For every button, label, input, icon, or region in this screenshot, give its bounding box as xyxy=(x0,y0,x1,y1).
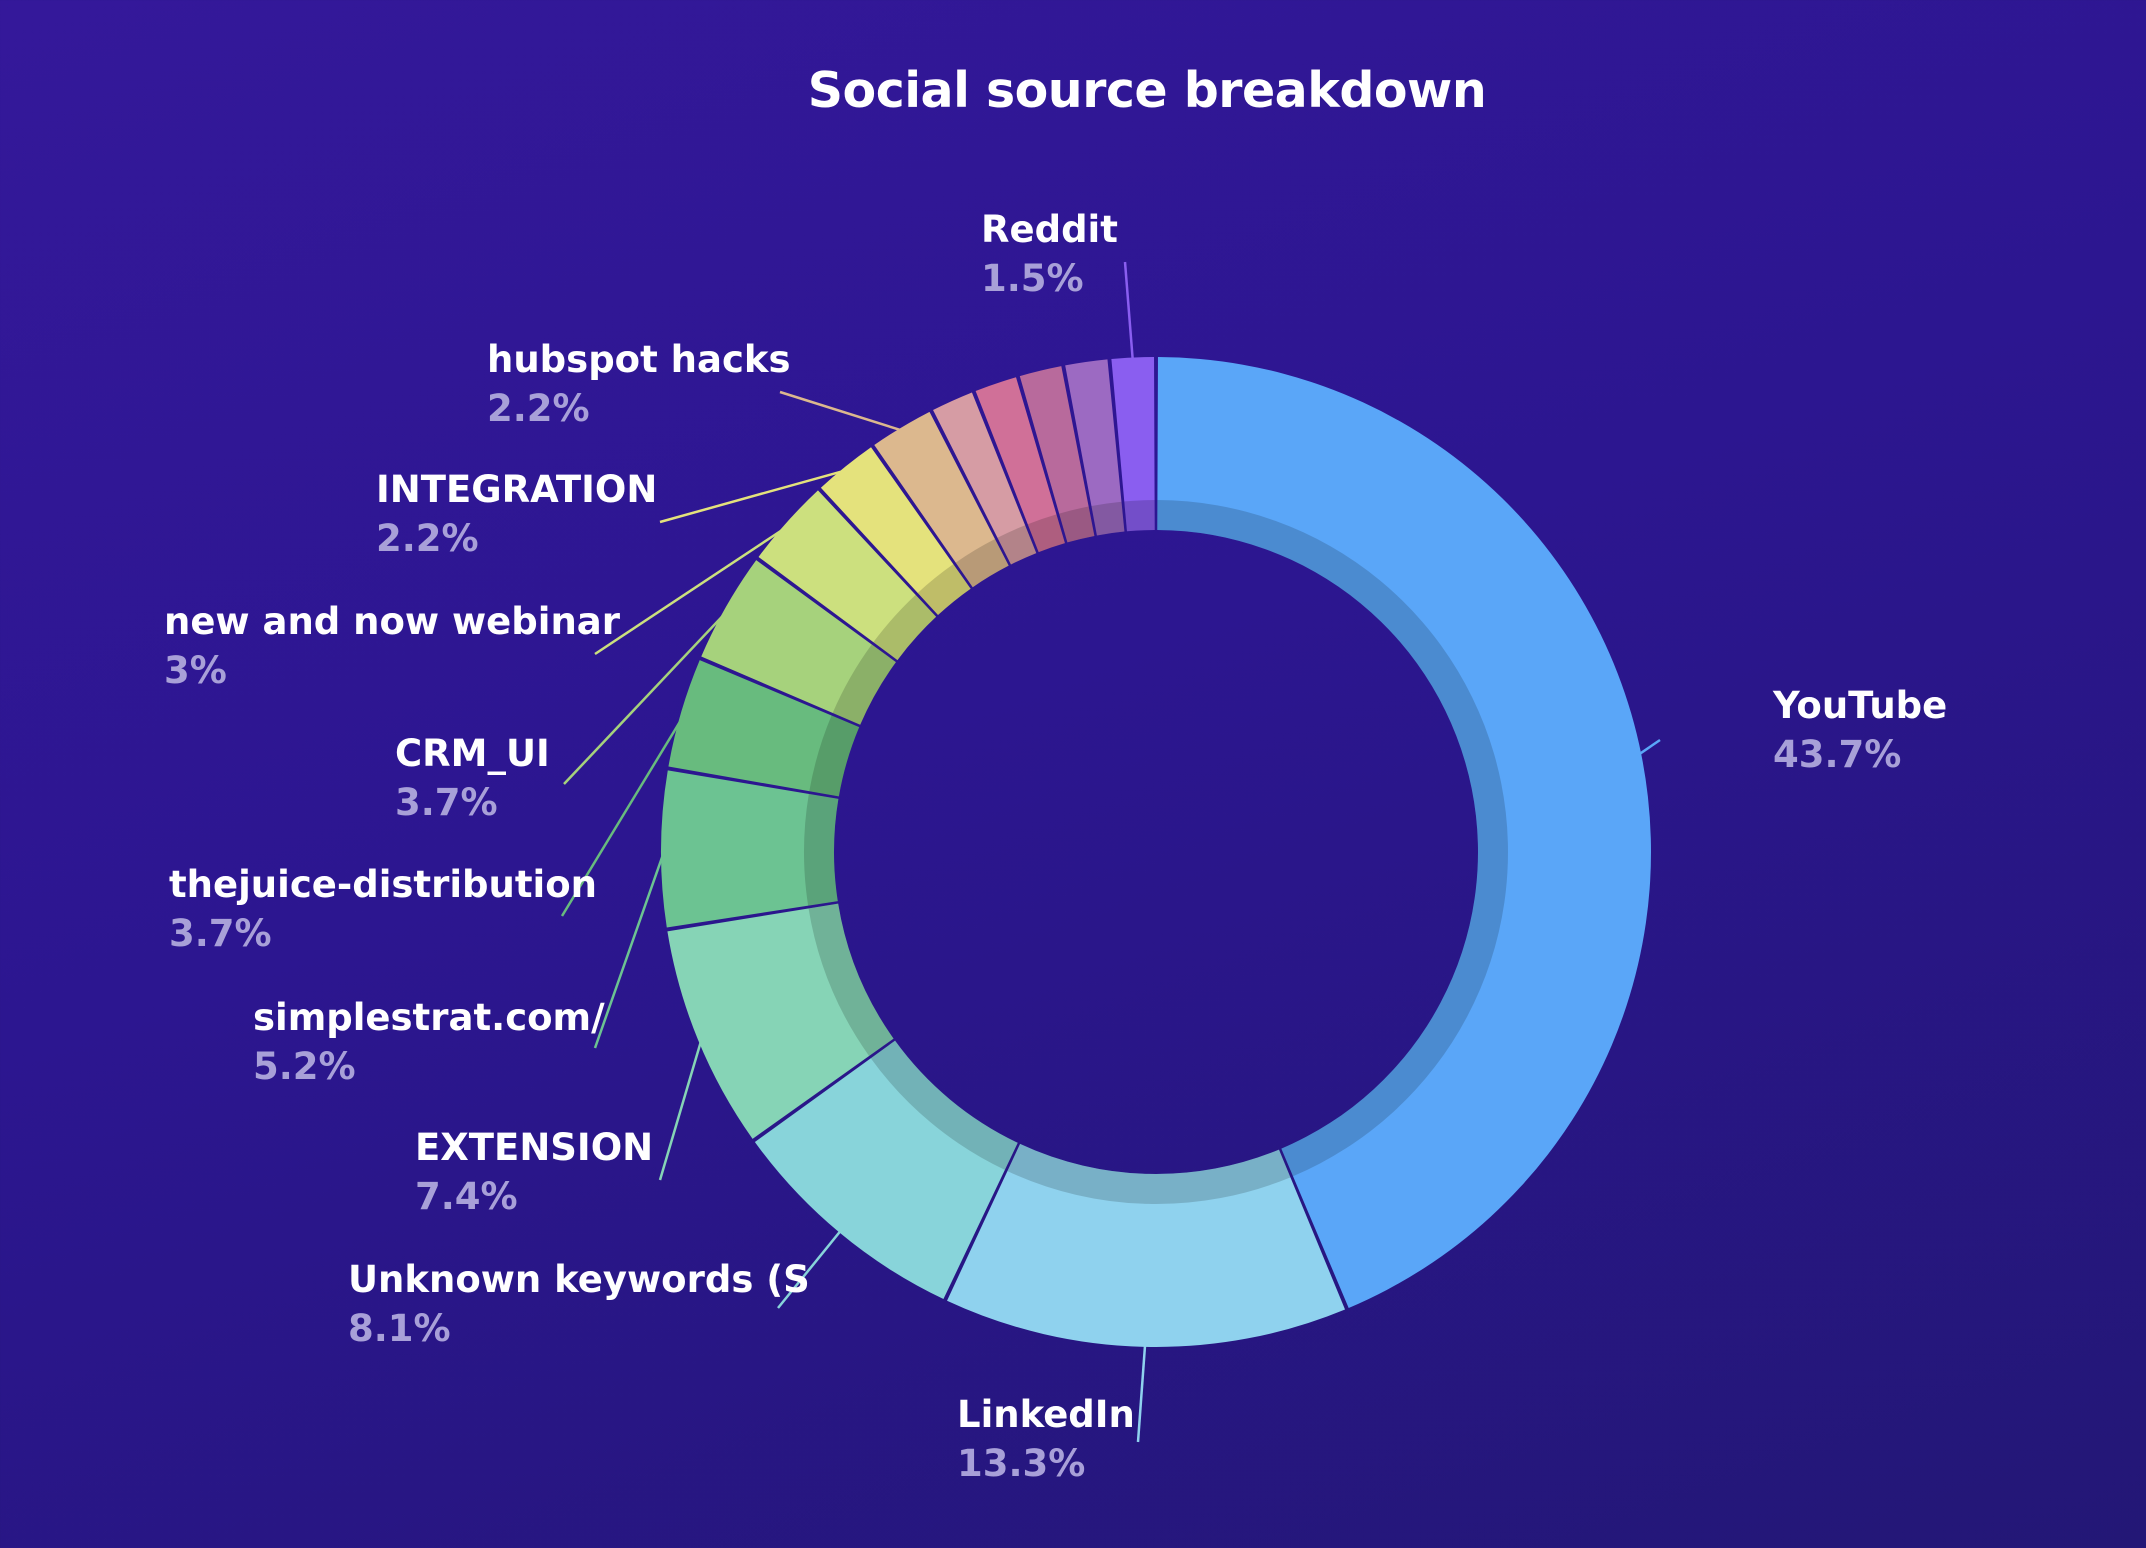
slice-reddit[interactable] xyxy=(1111,357,1155,532)
leader-line-youtube xyxy=(1636,738,1661,757)
slice-inner-shade-slice-10 xyxy=(997,525,1037,565)
slice-label-new-and-now-webinar: new and now webinar xyxy=(164,600,621,643)
slice-inner-shade-thejuice-distribution xyxy=(809,715,860,797)
slice-inner-shade-slice-12 xyxy=(1059,506,1095,543)
slice-unknown-keywords-s[interactable] xyxy=(754,1040,1018,1300)
slice-label-thejuice-distribution: thejuice-distribution xyxy=(169,863,597,906)
slice-inner-shade-reddit xyxy=(1124,500,1155,532)
slice-slice-11[interactable] xyxy=(975,377,1065,553)
slice-inner-shade-crm-ui xyxy=(832,644,896,725)
leader-line-simplestrat-com xyxy=(593,848,667,1049)
slice-inner-shade-unknown-keywords-s xyxy=(870,1040,1018,1170)
slice-value-youtube: 43.7% xyxy=(1773,733,1901,776)
slice-inner-shade-slice-11 xyxy=(1027,514,1065,553)
slice-inner-shade-new-and-now-webinar xyxy=(873,594,937,661)
slice-value-extension: 7.4% xyxy=(415,1175,518,1218)
slice-inner-shade-slice-13 xyxy=(1091,501,1125,536)
slice-label-linkedin: LinkedIn xyxy=(957,1393,1135,1436)
leader-line-extension xyxy=(658,1038,703,1181)
slice-slice-10[interactable] xyxy=(933,392,1037,565)
slice-value-simplestrat-com: 5.2% xyxy=(253,1045,356,1088)
slice-label-hubspot-hacks: hubspot hacks xyxy=(487,338,791,381)
slice-label-integration: INTEGRATION xyxy=(376,468,657,511)
slice-inner-shade-integration xyxy=(917,564,971,616)
leader-line-thejuice-distribution xyxy=(560,712,686,917)
slice-thejuice-distribution[interactable] xyxy=(668,660,860,797)
slice-crm-ui[interactable] xyxy=(701,560,896,725)
leader-line-hubspot-hacks xyxy=(779,390,904,433)
slice-slice-12[interactable] xyxy=(1019,366,1095,543)
leader-line-unknown-keywords-s xyxy=(777,1228,843,1309)
slice-labels: YouTube 43.7% LinkedIn 13.3% Unknown keyword… xyxy=(164,208,1947,1485)
slice-value-unknown-keywords-s: 8.1% xyxy=(348,1307,451,1350)
slice-value-hubspot-hacks: 2.2% xyxy=(487,387,590,430)
slice-simplestrat-com[interactable] xyxy=(660,770,839,928)
slice-label-unknown-keywords-s: Unknown keywords (S xyxy=(348,1258,810,1301)
slice-inner-shade-linkedin xyxy=(1007,1143,1291,1204)
slice-hubspot-hacks[interactable] xyxy=(874,411,1009,588)
slice-integration[interactable] xyxy=(820,447,971,616)
slice-inner-shade-extension xyxy=(808,903,894,1056)
slice-value-integration: 2.2% xyxy=(376,517,479,560)
slice-linkedin[interactable] xyxy=(947,1143,1346,1348)
leader-line-reddit xyxy=(1123,261,1135,362)
slice-value-new-and-now-webinar: 3% xyxy=(164,649,227,692)
slice-extension[interactable] xyxy=(667,903,894,1139)
slice-label-simplestrat-com: simplestrat.com/ xyxy=(253,996,605,1039)
slice-label-extension: EXTENSION xyxy=(415,1126,653,1169)
slice-value-thejuice-distribution: 3.7% xyxy=(169,912,272,955)
slice-inner-shade-hubspot-hacks xyxy=(955,539,1009,588)
slice-value-reddit: 1.5% xyxy=(981,257,1084,300)
slice-youtube[interactable] xyxy=(1157,357,1652,1308)
slice-label-youtube: YouTube xyxy=(1772,684,1947,727)
leader-line-linkedin xyxy=(1136,1342,1147,1443)
slice-label-crm-ui: CRM_UI xyxy=(395,732,550,775)
slice-slice-13[interactable] xyxy=(1065,359,1125,536)
leader-line-crm-ui xyxy=(563,607,731,785)
slice-value-linkedin: 13.3% xyxy=(957,1442,1085,1485)
slice-new-and-now-webinar[interactable] xyxy=(758,490,937,661)
leader-line-integration xyxy=(659,468,849,524)
donut-slices xyxy=(660,357,1652,1348)
chart-title: Social source breakdown xyxy=(807,62,1487,119)
slice-label-reddit: Reddit xyxy=(981,208,1118,251)
slice-value-crm-ui: 3.7% xyxy=(395,781,498,824)
slice-inner-shade-simplestrat-com xyxy=(804,793,839,906)
leader-line-new-and-now-webinar xyxy=(594,523,791,656)
